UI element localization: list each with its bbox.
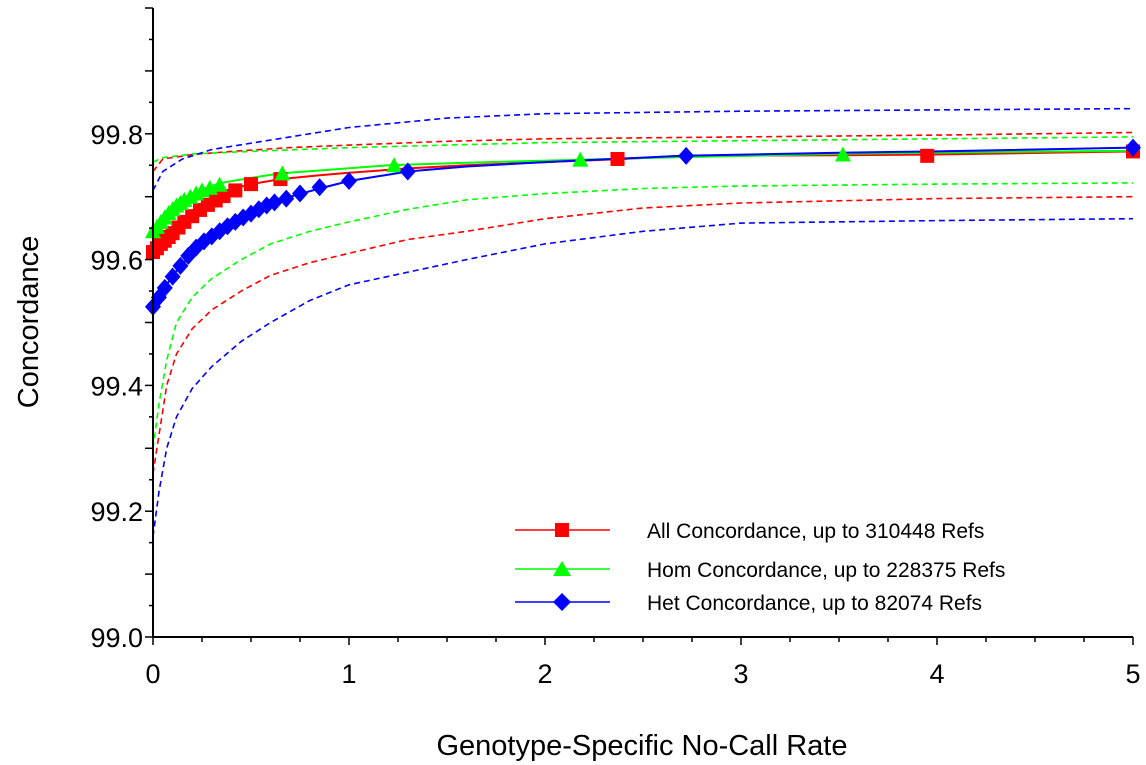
x-tick-label: 4 bbox=[929, 659, 944, 689]
legend-marker-all bbox=[555, 523, 569, 537]
x-tick-label: 2 bbox=[537, 659, 552, 689]
legend-marker-het bbox=[553, 593, 571, 611]
het-data-point bbox=[266, 193, 283, 212]
hom-upper-ci-line bbox=[152, 136, 1134, 163]
all-data-point bbox=[610, 151, 625, 166]
hom-lower-ci-line bbox=[152, 182, 1134, 449]
hom-data-point bbox=[386, 157, 403, 173]
legend-entry-all: All Concordance, up to 310448 Refs bbox=[515, 520, 984, 543]
y-axis-title: Concordance bbox=[13, 236, 45, 409]
y-tick-label: 99.0 bbox=[90, 623, 143, 653]
y-tick-label: 99.8 bbox=[90, 120, 143, 150]
legend-label-all: All Concordance, up to 310448 Refs bbox=[647, 520, 984, 543]
het-data-point bbox=[311, 178, 328, 197]
all-data-point bbox=[920, 148, 935, 163]
hom-data-point bbox=[572, 151, 589, 167]
hom-data-point bbox=[274, 165, 291, 181]
het-data-point bbox=[399, 162, 416, 181]
het-data-point bbox=[292, 184, 308, 203]
all-lower-ci-line bbox=[152, 195, 1134, 474]
het-data-point bbox=[341, 171, 357, 190]
het-data-point bbox=[678, 146, 695, 165]
all-upper-ci-line bbox=[152, 131, 1134, 172]
confidence-bands bbox=[152, 107, 1134, 537]
y-tick-label: 99.2 bbox=[90, 497, 143, 527]
legend-entry-het: Het Concordance, up to 82074 Refs bbox=[515, 592, 982, 615]
het-data-point bbox=[156, 278, 173, 297]
x-tick-label: 3 bbox=[733, 659, 748, 689]
x-axis-title: Genotype-Specific No-Call Rate bbox=[436, 730, 847, 762]
legend-label-het: Het Concordance, up to 82074 Refs bbox=[647, 592, 982, 615]
axis-ticks: 99.0 99.2 99.4 99.6 99.8 0 1 2 3 4 5 bbox=[90, 7, 1141, 689]
y-tick-label: 99.4 bbox=[90, 371, 143, 401]
het-data-point bbox=[1125, 138, 1141, 157]
het-data-point bbox=[172, 256, 189, 275]
legend: All Concordance, up to 310448 Refs Hom C… bbox=[515, 520, 1005, 615]
all-data-point bbox=[228, 183, 243, 198]
het-data-point bbox=[278, 189, 295, 208]
het-lower-ci-line bbox=[152, 217, 1134, 537]
hom-data-point bbox=[834, 146, 851, 162]
het-upper-ci-line bbox=[152, 107, 1134, 191]
x-tick-label: 1 bbox=[341, 659, 356, 689]
legend-entry-hom: Hom Concordance, up to 228375 Refs bbox=[515, 559, 1005, 582]
all-data-point bbox=[244, 177, 258, 192]
legend-marker-hom bbox=[553, 561, 571, 576]
all-data-point bbox=[216, 189, 231, 204]
legend-label-hom: Hom Concordance, up to 228375 Refs bbox=[647, 559, 1005, 582]
het-data-point bbox=[164, 267, 181, 286]
y-tick-label: 99.6 bbox=[90, 246, 143, 276]
hom-data-point bbox=[211, 176, 228, 192]
x-tick-label: 0 bbox=[145, 659, 160, 689]
x-tick-label: 5 bbox=[1125, 659, 1140, 689]
